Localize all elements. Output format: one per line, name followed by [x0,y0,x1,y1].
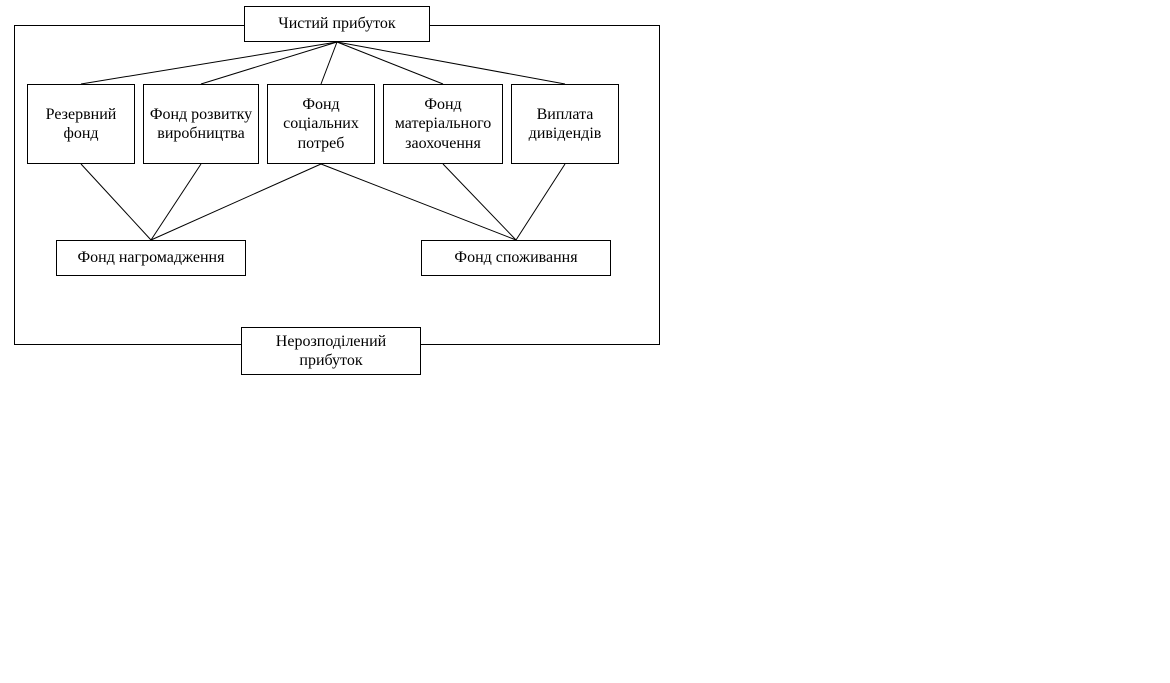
node-label: Виплата дивідендів [516,105,614,143]
node-label: Фонд розвитку виробництва [148,105,254,143]
node-label: Резервний фонд [32,105,130,143]
outer-frame [14,25,660,345]
node-development-fund: Фонд розвитку виробництва [143,84,259,164]
node-label: Чистий прибуток [278,14,395,33]
node-label: Фонд споживання [454,248,577,267]
node-accumulation-fund: Фонд нагромадження [56,240,246,276]
node-consumption-fund: Фонд споживання [421,240,611,276]
node-social-fund: Фонд соціальних потреб [267,84,375,164]
node-incentive-fund: Фонд матеріального заохочення [383,84,503,164]
node-root: Чистий прибуток [244,6,430,42]
node-label: Фонд соціальних потреб [272,95,370,153]
node-undistributed-profit: Нерозподілений прибуток [241,327,421,375]
node-label: Фонд матеріального заохочення [388,95,498,153]
node-label: Нерозподілений прибуток [246,332,416,370]
node-reserve-fund: Резервний фонд [27,84,135,164]
node-dividends: Виплата дивідендів [511,84,619,164]
node-label: Фонд нагромадження [78,248,225,267]
